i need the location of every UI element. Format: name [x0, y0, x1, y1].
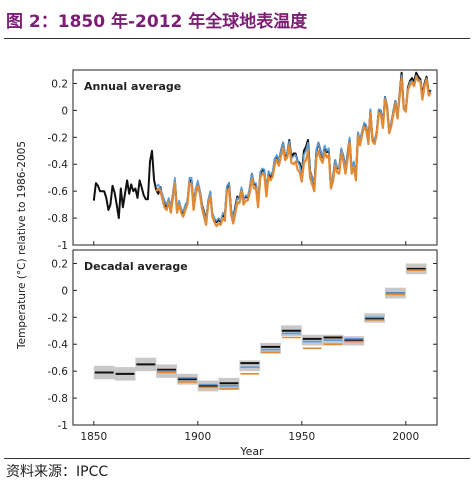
- annual-ytick-label: -1: [58, 240, 68, 252]
- xtick-label: 1950: [288, 431, 315, 443]
- decadal-ytick-label: -0.8: [48, 393, 69, 405]
- annual-ytick-label: -0.8: [48, 213, 69, 225]
- xtick-label: 2000: [392, 431, 419, 443]
- x-ticks: 1850 1900 1950 2000: [80, 241, 419, 443]
- top-rule: [4, 38, 470, 39]
- annual-panel-title: Annual average: [84, 80, 181, 93]
- decadal-ytick-label: 0.2: [51, 258, 68, 270]
- annual-series-group: [92, 71, 432, 228]
- orange-series-line: [155, 75, 432, 228]
- figure-title: 图 2：1850 年-2012 年全球地表温度: [6, 12, 308, 32]
- decadal-ytick-label: 0: [61, 285, 68, 297]
- decade-uncertainty-band: [239, 360, 261, 372]
- decadal-ytick-label: -0.4: [48, 339, 69, 351]
- decadal-panel-frame: [72, 249, 438, 426]
- annual-panel-frame: [72, 69, 438, 246]
- decadal-bars-group: [93, 263, 427, 392]
- blue-series-line: [155, 74, 432, 222]
- bottom-rule: [4, 458, 470, 459]
- decadal-ytick-label: -0.2: [48, 312, 69, 324]
- annual-y-ticks: 0.2 0 -0.2 -0.4 -0.6 -0.8 -1: [48, 78, 437, 252]
- annual-ytick-label: -0.6: [48, 186, 69, 198]
- annual-ytick-label: -0.2: [48, 132, 69, 144]
- xtick-label: 1850: [80, 431, 107, 443]
- black-series-line: [92, 71, 432, 224]
- annual-ytick-label: 0: [61, 105, 68, 117]
- decadal-ytick-label: -1: [58, 420, 68, 432]
- decadal-panel-title: Decadal average: [84, 260, 188, 273]
- x-axis-label: Year: [239, 445, 264, 458]
- xtick-label: 1900: [184, 431, 211, 443]
- decade-uncertainty-band: [260, 342, 281, 354]
- decadal-ytick-label: -0.6: [48, 366, 69, 378]
- decadal-y-ticks: 0.2 0 -0.2 -0.4 -0.6 -0.8 -1: [48, 258, 437, 432]
- y-axis-label: Temperature (°C) relative to 1986-2005: [16, 141, 28, 350]
- annual-ytick-label: 0.2: [51, 78, 68, 90]
- annual-ytick-label: -0.4: [48, 159, 69, 171]
- decade-uncertainty-band: [301, 334, 323, 346]
- source-note: 资料来源：IPCC: [6, 464, 109, 480]
